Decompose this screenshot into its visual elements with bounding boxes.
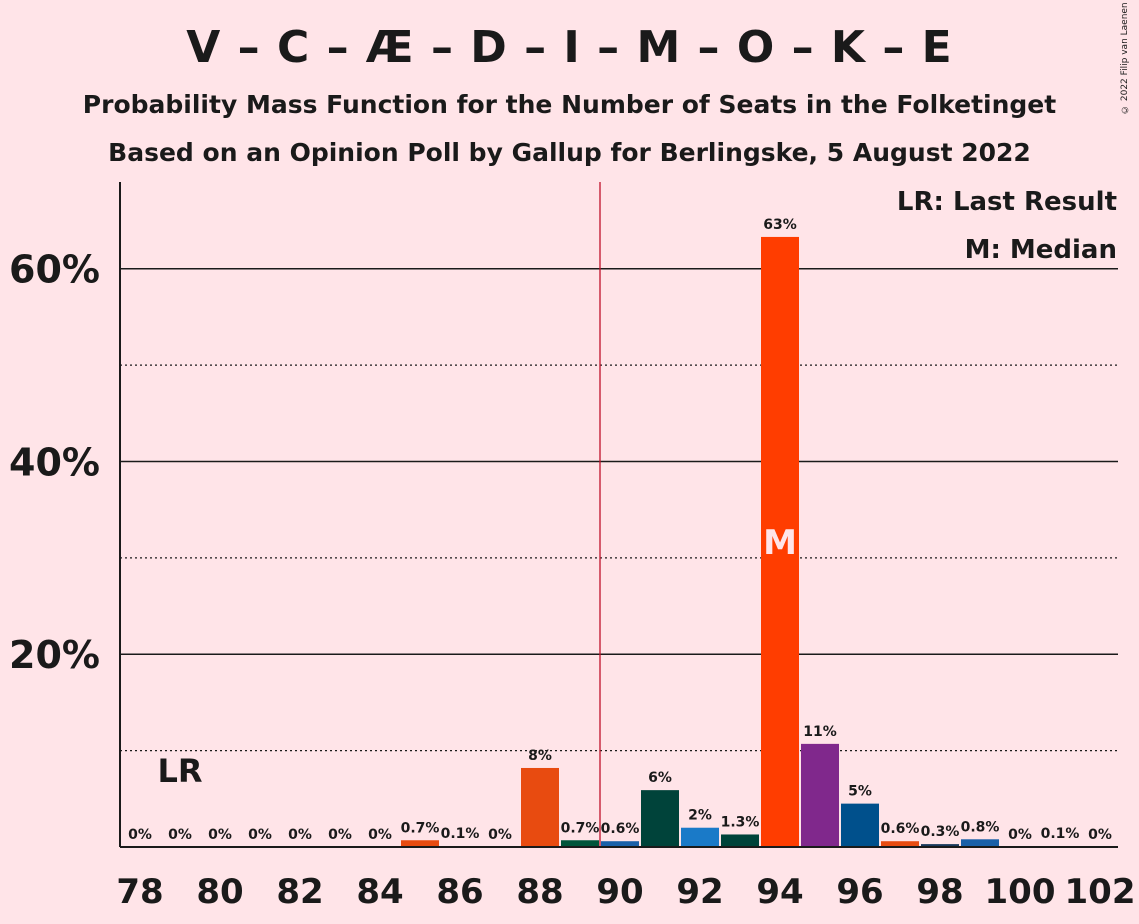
- y-tick-label: 40%: [9, 440, 100, 484]
- bar-label-92: 2%: [688, 808, 712, 824]
- bar-label-95: 11%: [803, 724, 837, 740]
- y-tick-label: 60%: [9, 248, 100, 292]
- bar-88: [521, 767, 559, 847]
- bar-85: [401, 840, 439, 847]
- x-tick-label: 94: [756, 872, 803, 912]
- x-tick-label: 90: [596, 872, 643, 912]
- gridlines: [120, 267, 1118, 752]
- bar-label-85: 0.7%: [401, 820, 440, 836]
- bar-label-82: 0%: [288, 827, 312, 843]
- bar-label-86: 0.1%: [441, 826, 480, 842]
- bar-label-97: 0.6%: [881, 821, 920, 837]
- bar-label-87: 0%: [488, 827, 512, 843]
- bar-label-91: 6%: [648, 770, 672, 786]
- last-result-marker: LR: [157, 752, 202, 790]
- bar-label-80: 0%: [208, 827, 232, 843]
- x-tick-label: 78: [116, 872, 163, 912]
- legend-median: M: Median: [965, 235, 1117, 265]
- bar-label-89: 0.7%: [561, 820, 600, 836]
- bar-label-102: 0%: [1088, 827, 1112, 843]
- bar-label-101: 0.1%: [1041, 826, 1080, 842]
- bar-label-100: 0%: [1008, 827, 1032, 843]
- bar-label-81: 0%: [248, 827, 272, 843]
- bar-label-94: 63%: [763, 217, 797, 233]
- bar-label-90: 0.6%: [601, 821, 640, 837]
- y-tick-label: 20%: [9, 633, 100, 677]
- bar-96: [841, 803, 879, 847]
- median-marker: M: [763, 523, 797, 563]
- bar-90: [601, 841, 639, 847]
- bar-label-98: 0.3%: [921, 824, 960, 840]
- bar-label-93: 1.3%: [721, 814, 760, 830]
- x-tick-label: 96: [836, 872, 883, 912]
- bar-99: [961, 839, 999, 847]
- chart-title: V – C – Æ – D – I – M – O – K – E: [186, 22, 953, 73]
- bar-label-83: 0%: [328, 827, 352, 843]
- x-tick-label: 84: [356, 872, 403, 912]
- bar-label-84: 0%: [368, 827, 392, 843]
- bar-label-79: 0%: [168, 827, 192, 843]
- legend: LR: Last Result M: Median: [897, 187, 1117, 265]
- bars: [401, 236, 1079, 847]
- x-tick-label: 102: [1065, 872, 1136, 912]
- legend-last-result: LR: Last Result: [897, 187, 1117, 217]
- bar-label-78: 0%: [128, 827, 152, 843]
- x-tick-label: 82: [276, 872, 323, 912]
- chart-subtitle-source: Based on an Opinion Poll by Gallup for B…: [108, 138, 1031, 167]
- bar-98: [921, 844, 959, 847]
- bar-93: [721, 834, 759, 847]
- bar-92: [681, 827, 719, 847]
- x-tick-label: 98: [916, 872, 963, 912]
- bar-89: [561, 840, 599, 847]
- bar-label-99: 0.8%: [961, 819, 1000, 835]
- bar-91: [641, 790, 679, 847]
- x-tick-label: 100: [985, 872, 1056, 912]
- x-tick-label: 80: [196, 872, 243, 912]
- x-tick-label: 92: [676, 872, 723, 912]
- axes: 20% 40% 60% 78 80 82 84 86 88 90 92 94 96 98 100 102: [9, 182, 1135, 912]
- bar-95: [801, 743, 839, 847]
- x-tick-label: 86: [436, 872, 483, 912]
- bar-94: [761, 236, 799, 847]
- x-tick-label: 88: [516, 872, 563, 912]
- chart-subtitle: Probability Mass Function for the Number…: [82, 90, 1057, 119]
- bar-label-88: 8%: [528, 748, 552, 764]
- bar-label-96: 5%: [848, 784, 872, 800]
- bar-97: [881, 841, 919, 847]
- bar-labels: 0% 0% 0% 0% 0% 0% 0% 0.7% 0.1% 0%8%0.7% 0.6%6%2% 1.…: [128, 217, 1112, 843]
